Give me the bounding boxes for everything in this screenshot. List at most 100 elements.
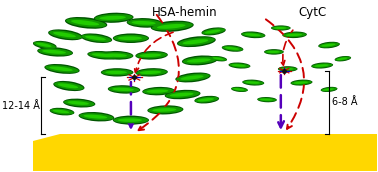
Ellipse shape: [148, 107, 183, 113]
Ellipse shape: [201, 27, 226, 35]
Ellipse shape: [118, 118, 142, 122]
Ellipse shape: [132, 21, 156, 25]
Ellipse shape: [49, 67, 73, 71]
Ellipse shape: [143, 88, 174, 94]
Ellipse shape: [114, 117, 148, 123]
Ellipse shape: [127, 18, 163, 28]
Ellipse shape: [71, 20, 99, 25]
Ellipse shape: [140, 71, 161, 74]
Ellipse shape: [194, 96, 219, 104]
Text: 12-14 Å: 12-14 Å: [2, 101, 40, 111]
Ellipse shape: [99, 16, 126, 20]
Ellipse shape: [257, 97, 277, 102]
Ellipse shape: [213, 57, 223, 60]
Ellipse shape: [108, 86, 139, 93]
Ellipse shape: [101, 68, 133, 77]
Ellipse shape: [312, 63, 333, 68]
Ellipse shape: [87, 51, 119, 60]
Ellipse shape: [321, 87, 338, 92]
Ellipse shape: [258, 98, 276, 101]
Ellipse shape: [33, 41, 57, 49]
Ellipse shape: [314, 64, 329, 67]
Ellipse shape: [135, 68, 168, 77]
Ellipse shape: [278, 66, 297, 72]
Ellipse shape: [112, 88, 134, 91]
Ellipse shape: [335, 57, 351, 61]
Ellipse shape: [58, 83, 78, 88]
Text: HSA-hemin: HSA-hemin: [152, 6, 217, 19]
Ellipse shape: [54, 82, 84, 90]
Ellipse shape: [242, 80, 264, 86]
Ellipse shape: [157, 24, 186, 29]
Ellipse shape: [53, 32, 76, 37]
Ellipse shape: [118, 36, 142, 40]
Ellipse shape: [64, 100, 94, 106]
Ellipse shape: [222, 45, 243, 52]
Ellipse shape: [140, 54, 161, 57]
Ellipse shape: [183, 57, 217, 64]
Ellipse shape: [94, 13, 133, 23]
Ellipse shape: [166, 91, 200, 98]
Ellipse shape: [245, 81, 260, 84]
Ellipse shape: [321, 44, 336, 47]
Ellipse shape: [183, 39, 208, 44]
Ellipse shape: [114, 35, 148, 42]
Ellipse shape: [177, 36, 216, 47]
Ellipse shape: [105, 53, 127, 57]
Ellipse shape: [65, 17, 107, 29]
Ellipse shape: [337, 57, 348, 60]
Polygon shape: [33, 134, 377, 171]
Ellipse shape: [170, 93, 194, 97]
Ellipse shape: [264, 49, 284, 55]
Ellipse shape: [165, 90, 200, 99]
Ellipse shape: [211, 56, 227, 61]
Ellipse shape: [113, 33, 149, 43]
Ellipse shape: [176, 74, 210, 81]
Ellipse shape: [242, 32, 265, 37]
Ellipse shape: [335, 56, 351, 61]
Ellipse shape: [102, 69, 133, 75]
Ellipse shape: [274, 27, 287, 29]
Ellipse shape: [85, 36, 106, 40]
Ellipse shape: [233, 88, 244, 90]
Ellipse shape: [108, 85, 140, 94]
Ellipse shape: [113, 116, 149, 125]
Ellipse shape: [323, 88, 334, 91]
Ellipse shape: [136, 52, 167, 58]
Ellipse shape: [37, 47, 73, 57]
Ellipse shape: [50, 108, 74, 115]
Ellipse shape: [318, 42, 340, 48]
Ellipse shape: [127, 19, 162, 26]
Ellipse shape: [278, 67, 297, 71]
Ellipse shape: [283, 33, 306, 37]
Ellipse shape: [152, 22, 193, 30]
Ellipse shape: [81, 33, 112, 43]
Ellipse shape: [68, 101, 89, 105]
Ellipse shape: [280, 68, 294, 70]
Ellipse shape: [243, 80, 264, 85]
Ellipse shape: [319, 42, 339, 48]
Ellipse shape: [231, 87, 248, 91]
Ellipse shape: [180, 75, 204, 80]
Ellipse shape: [225, 47, 239, 50]
Ellipse shape: [147, 89, 168, 93]
Ellipse shape: [44, 64, 80, 74]
Ellipse shape: [204, 30, 221, 34]
Ellipse shape: [195, 97, 218, 103]
Ellipse shape: [187, 58, 211, 63]
Ellipse shape: [88, 52, 119, 58]
Text: 6-8 Å: 6-8 Å: [332, 97, 357, 107]
Ellipse shape: [147, 105, 183, 115]
Ellipse shape: [291, 80, 312, 85]
Ellipse shape: [38, 48, 72, 55]
Ellipse shape: [105, 71, 127, 74]
Ellipse shape: [241, 31, 265, 38]
Ellipse shape: [231, 64, 246, 67]
Ellipse shape: [175, 73, 211, 82]
Ellipse shape: [229, 62, 250, 69]
Ellipse shape: [79, 112, 115, 121]
Ellipse shape: [79, 113, 113, 120]
Ellipse shape: [229, 63, 250, 68]
Ellipse shape: [152, 108, 177, 112]
Ellipse shape: [266, 51, 280, 53]
